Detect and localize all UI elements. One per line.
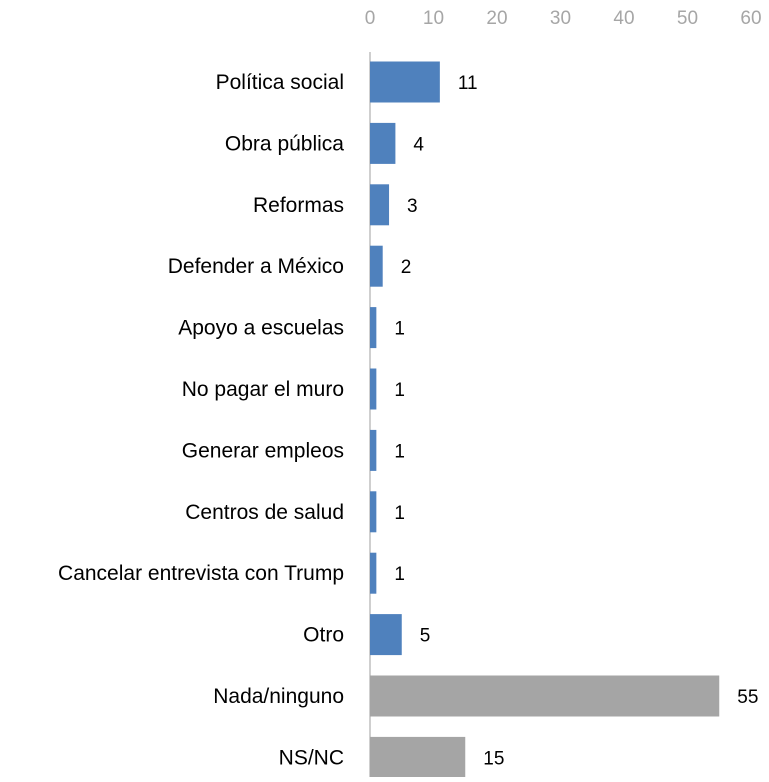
x-tick-label: 0 [365,8,376,29]
data-label: 1 [394,564,405,585]
data-label: 11 [458,73,478,94]
x-tick-label: 30 [550,8,571,29]
bar [370,491,377,533]
bar [370,122,396,164]
bar [370,429,377,471]
category-label: NS/NC [279,746,344,769]
data-label: 3 [407,196,418,217]
category-label: Apoyo a escuelas [178,317,344,340]
category-labels: Política social Obra pública Reformas Defen… [58,71,344,769]
data-label: 1 [394,441,405,462]
x-tick-label: 40 [613,8,634,29]
category-label: Cancelar entrevista con Trump [58,562,344,585]
category-label: Política social [216,71,344,94]
x-tick-label: 20 [486,8,507,29]
data-label: 15 [483,748,504,769]
bar [370,184,390,226]
bar [370,614,402,656]
data-label: 5 [420,626,431,647]
bar [370,552,377,594]
bar [370,675,720,717]
bar [370,245,383,287]
data-label: 1 [394,503,405,524]
data-label: 4 [413,134,424,155]
category-label: Reformas [253,194,344,217]
bar [370,61,440,103]
data-label: 1 [394,319,405,340]
category-label: Obra pública [225,132,344,155]
category-label: Otro [303,624,344,647]
data-label: 55 [737,687,758,708]
category-label: Nada/ninguno [213,685,344,708]
category-label: Defender a México [168,255,344,278]
data-label: 1 [394,380,405,401]
bars-group [370,61,720,778]
data-label: 2 [401,257,412,278]
bar [370,307,377,349]
category-label: Generar empleos [182,439,344,462]
x-tick-label: 50 [677,8,698,29]
x-axis-ticks: 0 10 20 30 40 50 60 [365,8,762,29]
x-tick-label: 10 [423,8,444,29]
x-tick-label: 60 [740,8,761,29]
category-label: No pagar el muro [182,378,344,401]
bar [370,736,466,778]
category-label: Centros de salud [185,501,344,524]
bar [370,368,377,410]
